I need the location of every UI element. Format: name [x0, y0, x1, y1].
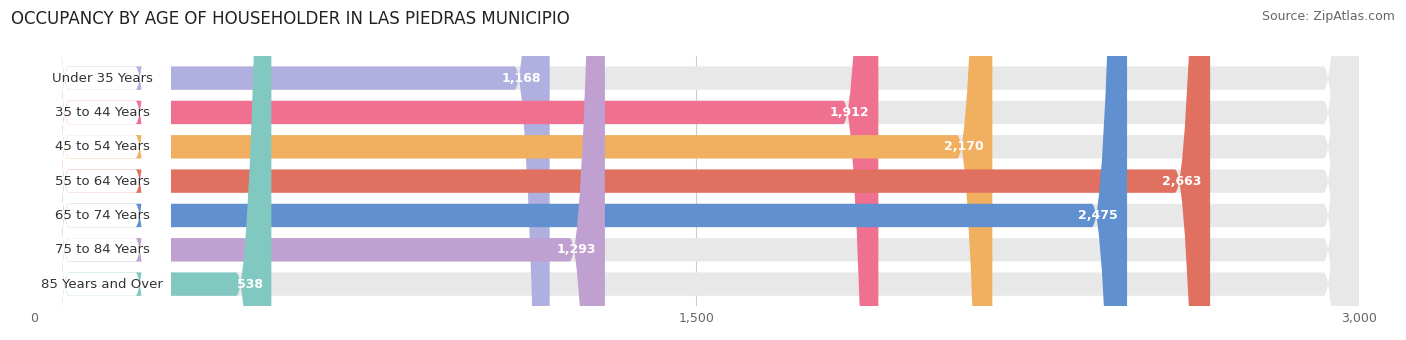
FancyBboxPatch shape [34, 0, 170, 340]
Text: 1,168: 1,168 [502, 72, 541, 85]
FancyBboxPatch shape [34, 0, 170, 340]
FancyBboxPatch shape [34, 0, 993, 340]
FancyBboxPatch shape [34, 0, 170, 340]
FancyBboxPatch shape [34, 0, 271, 340]
Text: 35 to 44 Years: 35 to 44 Years [55, 106, 149, 119]
Text: 45 to 54 Years: 45 to 54 Years [55, 140, 149, 153]
FancyBboxPatch shape [34, 0, 170, 340]
FancyBboxPatch shape [34, 0, 170, 340]
FancyBboxPatch shape [34, 0, 1360, 340]
FancyBboxPatch shape [34, 0, 1360, 340]
FancyBboxPatch shape [34, 0, 1211, 340]
FancyBboxPatch shape [34, 0, 1360, 340]
Text: 2,663: 2,663 [1161, 175, 1201, 188]
FancyBboxPatch shape [34, 0, 170, 340]
Text: 538: 538 [236, 278, 263, 291]
Text: 2,475: 2,475 [1078, 209, 1118, 222]
Text: 75 to 84 Years: 75 to 84 Years [55, 243, 149, 256]
Text: 55 to 64 Years: 55 to 64 Years [55, 175, 149, 188]
Text: Under 35 Years: Under 35 Years [52, 72, 153, 85]
Text: Source: ZipAtlas.com: Source: ZipAtlas.com [1261, 10, 1395, 23]
Text: OCCUPANCY BY AGE OF HOUSEHOLDER IN LAS PIEDRAS MUNICIPIO: OCCUPANCY BY AGE OF HOUSEHOLDER IN LAS P… [11, 10, 569, 28]
FancyBboxPatch shape [34, 0, 1360, 340]
FancyBboxPatch shape [34, 0, 1360, 340]
Text: 65 to 74 Years: 65 to 74 Years [55, 209, 149, 222]
FancyBboxPatch shape [34, 0, 170, 340]
FancyBboxPatch shape [34, 0, 1360, 340]
FancyBboxPatch shape [34, 0, 605, 340]
FancyBboxPatch shape [34, 0, 550, 340]
FancyBboxPatch shape [34, 0, 1360, 340]
Text: 2,170: 2,170 [943, 140, 984, 153]
Text: 1,293: 1,293 [557, 243, 596, 256]
Text: 1,912: 1,912 [830, 106, 869, 119]
FancyBboxPatch shape [34, 0, 879, 340]
FancyBboxPatch shape [34, 0, 1128, 340]
Text: 85 Years and Over: 85 Years and Over [41, 278, 163, 291]
